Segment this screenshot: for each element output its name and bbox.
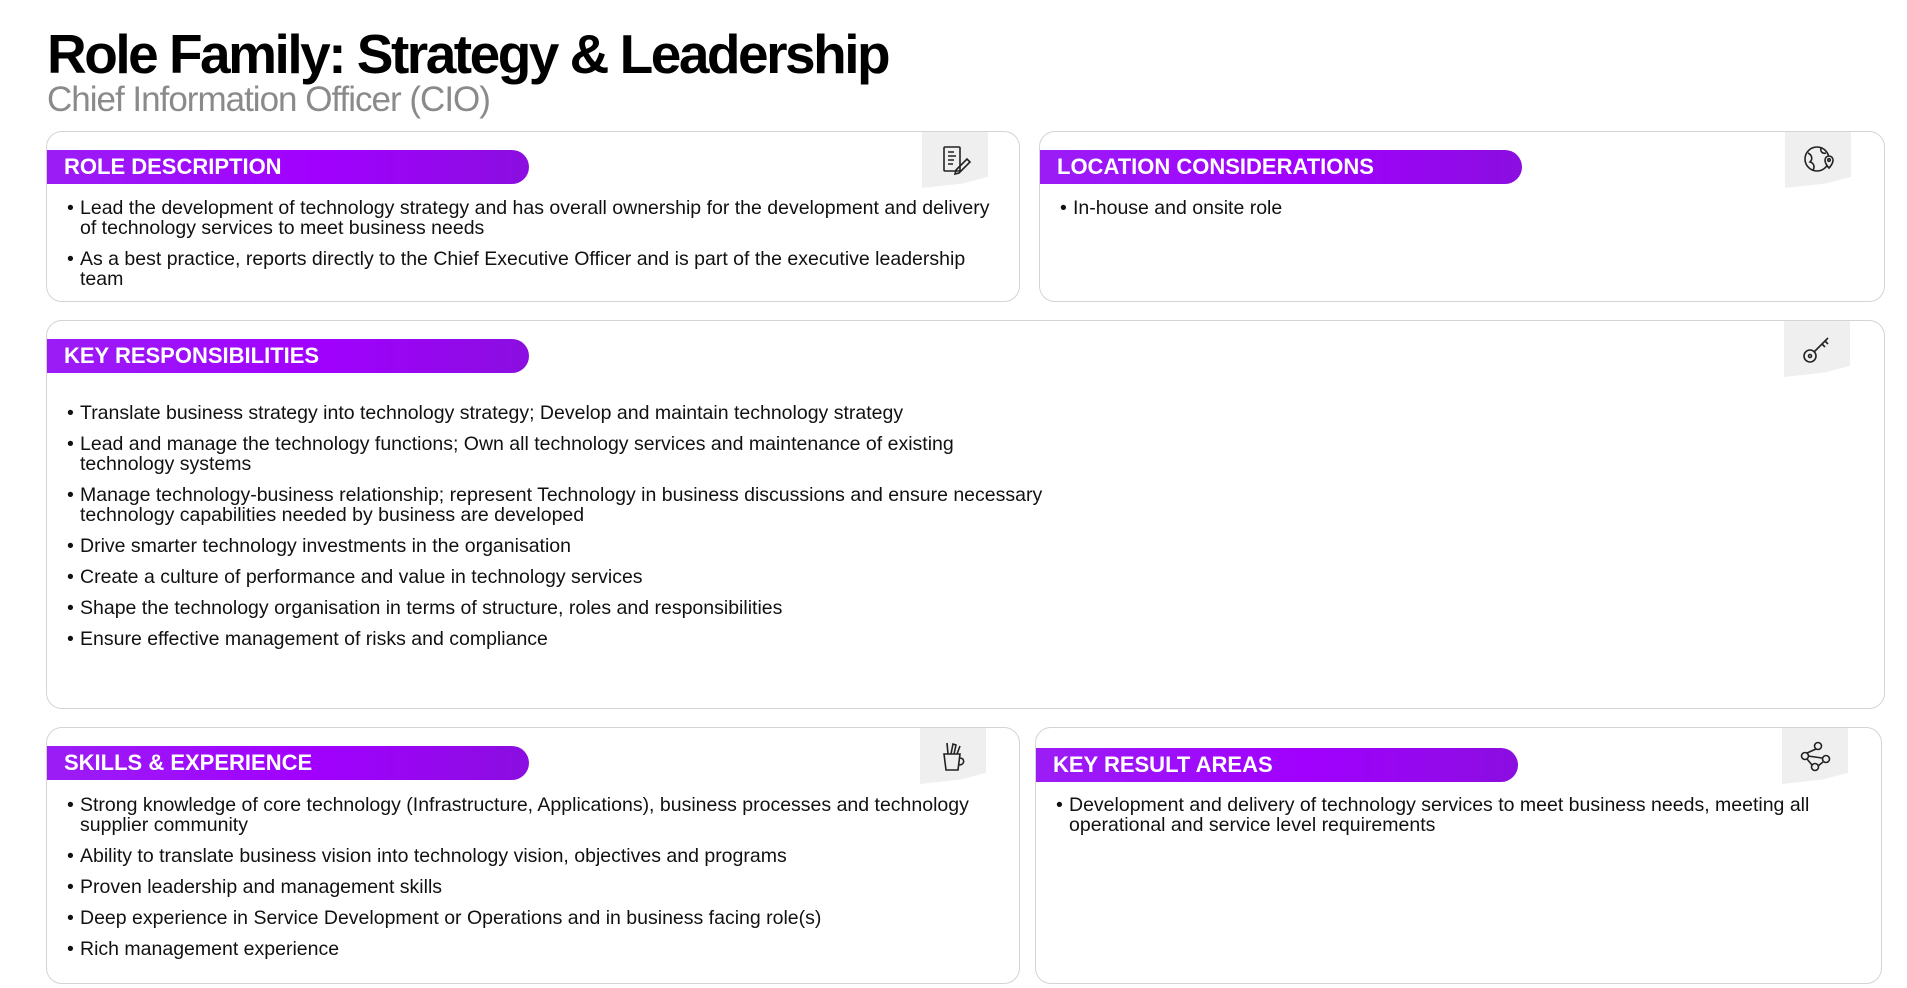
list-item: Rich management experience bbox=[67, 939, 1002, 959]
list-item: Lead and manage the technology functions… bbox=[67, 434, 1047, 474]
list-item: Ensure effective management of risks and… bbox=[67, 629, 1047, 649]
list-item: Ability to translate business vision int… bbox=[67, 846, 1002, 866]
list-item: Deep experience in Service Development o… bbox=[67, 908, 1002, 928]
role-description-heading: ROLE DESCRIPTION bbox=[47, 150, 529, 184]
key-responsibilities-list: Translate business strategy into technol… bbox=[67, 403, 1047, 660]
page-subtitle: Chief Information Officer (CIO) bbox=[47, 80, 491, 119]
key-icon bbox=[1784, 321, 1850, 377]
role-description-card: ROLE DESCRIPTION Lead the development of… bbox=[46, 131, 1020, 302]
list-item: As a best practice, reports directly to … bbox=[67, 249, 1002, 289]
list-item: Manage technology-business relationship;… bbox=[67, 485, 1047, 525]
location-considerations-list: In-house and onsite role bbox=[1060, 198, 1860, 229]
document-edit-icon bbox=[922, 132, 988, 188]
list-item: Development and delivery of technology s… bbox=[1056, 795, 1856, 835]
globe-location-icon bbox=[1785, 132, 1851, 188]
location-considerations-heading: LOCATION CONSIDERATIONS bbox=[1040, 150, 1522, 184]
skills-experience-card: SKILLS & EXPERIENCE Strong knowledge of … bbox=[46, 727, 1020, 984]
key-responsibilities-card: KEY RESPONSIBILITIES Translate business … bbox=[46, 320, 1885, 709]
list-item: Drive smarter technology investments in … bbox=[67, 536, 1047, 556]
list-item: Lead the development of technology strat… bbox=[67, 198, 1002, 238]
network-nodes-icon bbox=[1782, 728, 1848, 784]
pencil-cup-icon bbox=[920, 728, 986, 784]
skills-experience-list: Strong knowledge of core technology (Inf… bbox=[67, 795, 1002, 970]
key-result-areas-list: Development and delivery of technology s… bbox=[1056, 795, 1856, 846]
location-considerations-card: LOCATION CONSIDERATIONS In-house and ons… bbox=[1039, 131, 1885, 302]
list-item: In-house and onsite role bbox=[1060, 198, 1860, 218]
list-item: Shape the technology organisation in ter… bbox=[67, 598, 1047, 618]
list-item: Create a culture of performance and valu… bbox=[67, 567, 1047, 587]
page-title: Role Family: Strategy & Leadership bbox=[47, 23, 891, 85]
key-result-areas-heading: KEY RESULT AREAS bbox=[1036, 748, 1518, 782]
key-responsibilities-heading: KEY RESPONSIBILITIES bbox=[47, 339, 529, 373]
key-result-areas-card: KEY RESULT AREAS Development and deliver… bbox=[1035, 727, 1882, 984]
role-description-list: Lead the development of technology strat… bbox=[67, 198, 1002, 300]
list-item: Strong knowledge of core technology (Inf… bbox=[67, 795, 1002, 835]
list-item: Translate business strategy into technol… bbox=[67, 403, 1047, 423]
skills-experience-heading: SKILLS & EXPERIENCE bbox=[47, 746, 529, 780]
list-item: Proven leadership and management skills bbox=[67, 877, 1002, 897]
